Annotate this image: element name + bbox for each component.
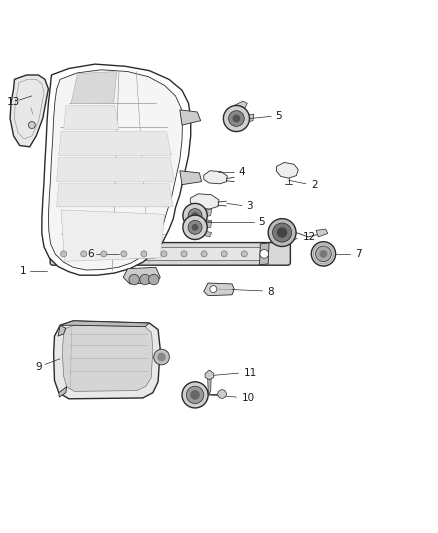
Text: 12: 12	[303, 232, 316, 242]
FancyBboxPatch shape	[56, 247, 261, 261]
Circle shape	[241, 251, 247, 257]
Circle shape	[182, 382, 208, 408]
Polygon shape	[208, 377, 211, 394]
Text: 4: 4	[239, 167, 245, 176]
Text: 10: 10	[242, 393, 255, 403]
Circle shape	[311, 241, 336, 266]
Text: 11: 11	[244, 368, 257, 378]
Circle shape	[157, 353, 166, 361]
Polygon shape	[53, 321, 160, 399]
Polygon shape	[202, 231, 212, 237]
Circle shape	[81, 251, 87, 257]
Circle shape	[101, 251, 107, 257]
Text: 2: 2	[311, 180, 318, 190]
Circle shape	[223, 106, 250, 132]
Text: 8: 8	[267, 287, 273, 297]
Text: 13: 13	[7, 97, 20, 107]
Polygon shape	[71, 71, 117, 104]
Text: 3: 3	[246, 201, 253, 212]
Circle shape	[188, 220, 202, 235]
Polygon shape	[316, 229, 328, 237]
Circle shape	[201, 251, 207, 257]
Circle shape	[320, 250, 327, 258]
Polygon shape	[60, 321, 149, 327]
Text: 5: 5	[276, 111, 282, 122]
Text: 5: 5	[258, 217, 265, 227]
Polygon shape	[57, 158, 175, 182]
Circle shape	[191, 212, 198, 219]
Polygon shape	[48, 70, 183, 270]
Polygon shape	[202, 219, 212, 225]
Circle shape	[148, 274, 159, 285]
Text: 6: 6	[87, 249, 94, 259]
Polygon shape	[190, 194, 219, 209]
Polygon shape	[205, 370, 214, 379]
Circle shape	[60, 251, 67, 257]
Polygon shape	[59, 386, 67, 397]
Circle shape	[191, 224, 198, 231]
Polygon shape	[203, 209, 212, 217]
Polygon shape	[247, 114, 254, 122]
FancyBboxPatch shape	[50, 243, 290, 265]
Circle shape	[268, 219, 296, 246]
Polygon shape	[64, 106, 119, 130]
Polygon shape	[61, 210, 165, 261]
Circle shape	[28, 122, 35, 128]
Polygon shape	[123, 268, 160, 284]
Circle shape	[210, 286, 217, 293]
Text: 9: 9	[35, 361, 42, 372]
Circle shape	[221, 251, 227, 257]
Circle shape	[186, 386, 204, 403]
Polygon shape	[42, 64, 191, 275]
Circle shape	[181, 251, 187, 257]
Circle shape	[140, 274, 150, 285]
Circle shape	[190, 390, 200, 400]
Circle shape	[129, 274, 139, 285]
Polygon shape	[58, 325, 66, 336]
Polygon shape	[180, 171, 201, 184]
Text: 1: 1	[20, 266, 26, 276]
Circle shape	[218, 390, 226, 398]
Circle shape	[188, 208, 202, 223]
Polygon shape	[259, 243, 269, 265]
Circle shape	[183, 204, 207, 228]
Circle shape	[141, 251, 147, 257]
Circle shape	[121, 251, 127, 257]
Circle shape	[260, 249, 268, 258]
Polygon shape	[204, 171, 227, 184]
Circle shape	[277, 228, 287, 238]
Circle shape	[316, 246, 331, 262]
Text: 7: 7	[355, 249, 361, 259]
Polygon shape	[204, 283, 234, 296]
Polygon shape	[59, 132, 171, 156]
Polygon shape	[276, 163, 298, 178]
Polygon shape	[10, 75, 48, 147]
Polygon shape	[203, 221, 212, 229]
Circle shape	[229, 111, 244, 126]
Circle shape	[272, 223, 292, 242]
Polygon shape	[234, 101, 247, 109]
Circle shape	[154, 349, 170, 365]
Polygon shape	[180, 110, 201, 125]
Circle shape	[233, 115, 240, 123]
Polygon shape	[62, 325, 153, 391]
Circle shape	[183, 215, 207, 239]
Circle shape	[161, 251, 167, 257]
Polygon shape	[57, 184, 173, 207]
